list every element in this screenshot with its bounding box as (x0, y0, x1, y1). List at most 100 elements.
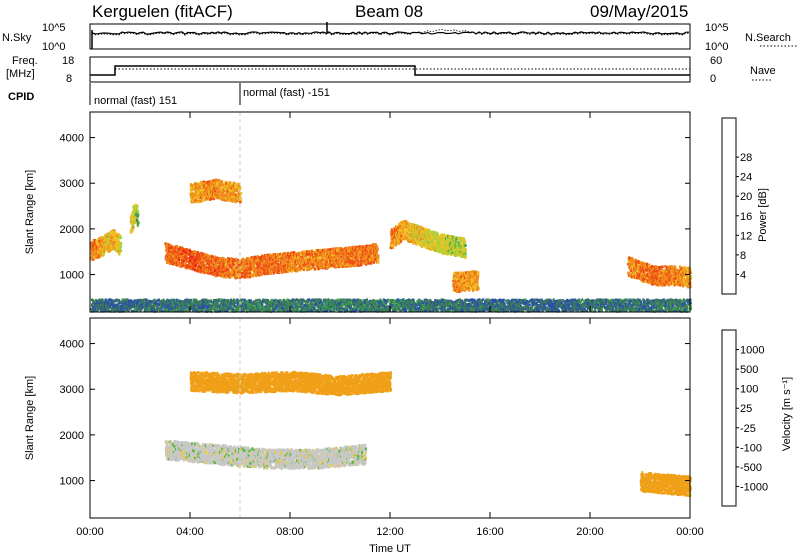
data-cell (293, 264, 297, 268)
data-cell (275, 262, 278, 265)
data-cell (110, 248, 113, 251)
data-cell (280, 257, 283, 260)
data-cell (267, 268, 270, 272)
data-cell (102, 245, 105, 248)
data-cell (247, 259, 250, 263)
data-cell (132, 227, 135, 230)
data-cell (196, 251, 199, 254)
data-cell (202, 271, 205, 274)
data-cell (256, 255, 259, 258)
data-cell (193, 266, 196, 269)
data-cell (266, 265, 269, 269)
data-cell (332, 249, 335, 252)
data-cell (90, 247, 93, 251)
data-cell (333, 257, 336, 261)
data-cell (180, 254, 183, 258)
data-cell (251, 274, 254, 278)
data-cell (273, 261, 276, 264)
data-cell (130, 227, 133, 231)
data-cell (225, 258, 228, 261)
data-cell (426, 238, 429, 241)
data-cell (172, 254, 175, 257)
data-cell (313, 267, 316, 271)
data-cell (209, 272, 212, 275)
data-cell (286, 270, 289, 274)
data-cell (224, 275, 227, 279)
data-cell (279, 261, 282, 264)
data-cell (194, 260, 197, 264)
data-cell (106, 235, 110, 239)
data-cell (309, 267, 313, 270)
data-cell (265, 256, 268, 259)
data-cell (420, 245, 423, 248)
data-cell (209, 265, 212, 269)
data-cell (175, 251, 178, 254)
data-cell (98, 240, 101, 243)
data-cell (292, 256, 295, 260)
nsearch-label: N.Search (745, 32, 791, 44)
data-cell (230, 266, 233, 269)
data-cell (249, 261, 252, 265)
data-cell (284, 265, 287, 268)
data-cell (164, 242, 167, 245)
data-cell (178, 258, 181, 261)
data-cell (279, 259, 282, 263)
data-cell (240, 261, 243, 264)
data-cell (170, 249, 173, 252)
data-cell (215, 179, 218, 182)
data-cell (263, 261, 266, 264)
data-cell (116, 249, 119, 253)
data-cell (95, 240, 98, 243)
data-cell (241, 272, 244, 275)
data-cell (223, 269, 226, 272)
data-cell (179, 258, 183, 261)
data-cell (309, 258, 312, 262)
data-cell (320, 254, 323, 258)
data-cell (266, 270, 269, 273)
data-cell (119, 245, 122, 249)
data-cell (372, 261, 376, 264)
data-cell (343, 251, 346, 255)
data-cell (102, 252, 105, 255)
data-cell (301, 264, 304, 268)
data-cell (184, 256, 188, 260)
data-cell (432, 239, 436, 243)
data-cell (254, 271, 257, 275)
data-cell (271, 263, 274, 266)
data-cell (132, 216, 136, 220)
data-cell (253, 263, 256, 266)
data-cell (260, 257, 264, 260)
data-cell (249, 265, 252, 268)
data-cell (256, 264, 259, 268)
data-cell (243, 273, 247, 276)
data-cell (228, 263, 232, 267)
data-cell (255, 268, 258, 272)
data-cell (177, 253, 180, 256)
data-cell (326, 266, 329, 270)
data-cell (205, 269, 208, 273)
data-cell (250, 258, 254, 262)
data-cell (326, 253, 329, 257)
data-cell (286, 262, 290, 265)
data-cell (227, 275, 230, 278)
data-cell (228, 265, 231, 269)
data-cell (307, 261, 310, 265)
data-cell (284, 257, 287, 261)
data-cell (435, 231, 438, 235)
data-cell (134, 206, 137, 209)
data-cell (136, 210, 140, 213)
data-cell (202, 268, 205, 271)
data-cell (200, 259, 203, 262)
data-cell (464, 244, 467, 247)
data-cell (232, 273, 235, 276)
data-cell (319, 255, 322, 258)
data-cell (236, 260, 240, 263)
data-cell (303, 264, 306, 267)
data-cell (165, 247, 168, 250)
data-cell (250, 264, 254, 268)
data-cell (218, 267, 221, 270)
data-cell (104, 245, 107, 249)
data-cell (92, 256, 95, 260)
data-cell (217, 259, 220, 263)
